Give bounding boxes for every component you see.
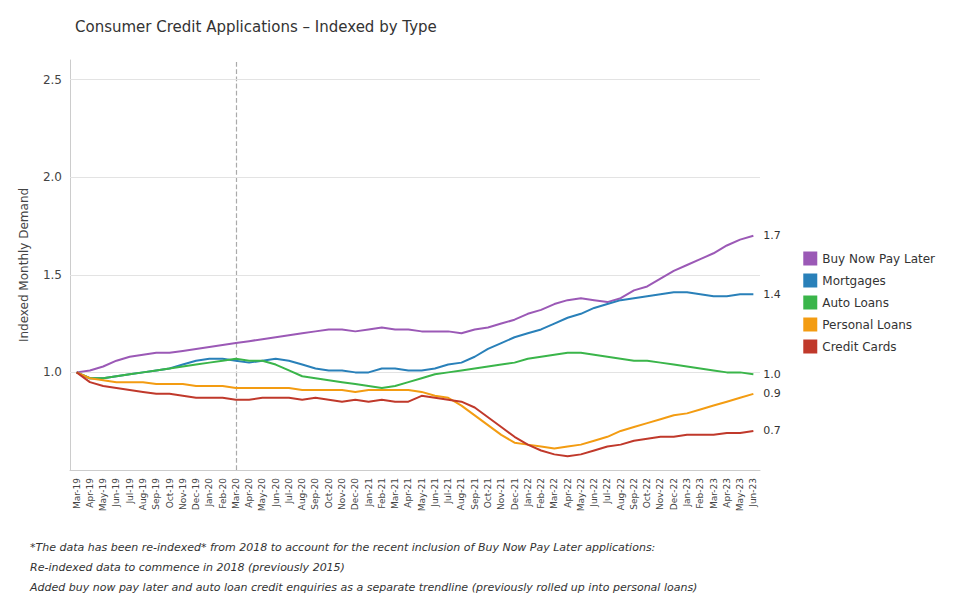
svg-text:Mar-20: Mar-20: [231, 478, 241, 509]
svg-text:Jul-19: Jul-19: [125, 478, 135, 505]
svg-text:1.0: 1.0: [763, 368, 781, 381]
svg-text:Mar-21: Mar-21: [390, 478, 400, 509]
svg-text:Oct-22: Oct-22: [642, 478, 652, 508]
svg-text:May-22: May-22: [576, 478, 586, 511]
svg-text:Sep-22: Sep-22: [629, 478, 639, 510]
svg-text:Aug-22: Aug-22: [616, 478, 626, 510]
svg-text:Jun-22: Jun-22: [589, 478, 599, 508]
svg-text:Apr-22: Apr-22: [563, 478, 573, 508]
svg-text:Sep-21: Sep-21: [470, 478, 480, 510]
svg-text:1.5: 1.5: [43, 268, 62, 282]
svg-text:Mar-23: Mar-23: [709, 478, 719, 509]
svg-text:May-20: May-20: [257, 478, 267, 511]
svg-text:1.4: 1.4: [763, 288, 781, 301]
svg-text:Nov-19: Nov-19: [178, 478, 188, 510]
svg-text:Jan-22: Jan-22: [523, 478, 533, 508]
svg-text:Dec-19: Dec-19: [191, 478, 201, 510]
svg-text:Added buy now pay later and au: Added buy now pay later and auto loan cr…: [29, 581, 697, 594]
svg-text:Oct-20: Oct-20: [324, 478, 334, 509]
svg-text:Jul-22: Jul-22: [602, 478, 612, 505]
svg-text:*The data has been re-indexed*: *The data has been re-indexed* from 2018…: [30, 541, 655, 554]
svg-text:Nov-22: Nov-22: [655, 478, 665, 510]
svg-text:Nov-20: Nov-20: [337, 478, 347, 510]
svg-text:Buy Now Pay Later: Buy Now Pay Later: [822, 252, 935, 266]
svg-text:Jan-20: Jan-20: [204, 478, 214, 508]
svg-text:0.9: 0.9: [763, 387, 781, 400]
svg-text:Oct-19: Oct-19: [165, 478, 175, 509]
svg-text:Apr-20: Apr-20: [244, 478, 254, 508]
svg-text:Feb-20: Feb-20: [218, 478, 228, 509]
svg-text:May-21: May-21: [417, 478, 427, 511]
svg-text:Apr-19: Apr-19: [85, 478, 95, 508]
svg-text:Sep-19: Sep-19: [151, 478, 161, 510]
svg-text:Apr-21: Apr-21: [403, 478, 413, 508]
svg-text:Jun-20: Jun-20: [271, 478, 281, 508]
svg-text:2.0: 2.0: [43, 170, 62, 184]
svg-text:Credit Cards: Credit Cards: [822, 340, 896, 354]
svg-text:Aug-19: Aug-19: [138, 478, 148, 511]
svg-text:Dec-22: Dec-22: [669, 478, 679, 510]
svg-text:1.0: 1.0: [43, 365, 62, 379]
svg-text:Aug-21: Aug-21: [456, 478, 466, 510]
svg-text:Sep-20: Sep-20: [310, 478, 320, 510]
svg-text:1.7: 1.7: [763, 229, 781, 242]
svg-text:Jul-20: Jul-20: [284, 478, 294, 505]
svg-text:Mar-19: Mar-19: [72, 478, 82, 509]
svg-text:Jan-21: Jan-21: [364, 478, 374, 508]
svg-text:Apr-23: Apr-23: [722, 478, 732, 508]
svg-text:Mortgages: Mortgages: [822, 274, 886, 288]
svg-text:Jun-19: Jun-19: [111, 478, 121, 508]
svg-text:Mar-22: Mar-22: [549, 478, 559, 509]
svg-text:May-23: May-23: [735, 478, 745, 511]
svg-text:Feb-21: Feb-21: [377, 478, 387, 509]
svg-text:Jan-23: Jan-23: [682, 478, 692, 508]
svg-text:Oct-21: Oct-21: [483, 478, 493, 508]
svg-text:Jun-21: Jun-21: [430, 478, 440, 508]
svg-text:Nov-21: Nov-21: [496, 478, 506, 510]
svg-text:Feb-23: Feb-23: [695, 478, 705, 509]
svg-text:May-19: May-19: [98, 478, 108, 511]
svg-text:Auto Loans: Auto Loans: [822, 296, 889, 310]
svg-text:Jul-21: Jul-21: [443, 478, 453, 505]
svg-text:Consumer Credit Applications –: Consumer Credit Applications – Indexed b…: [75, 18, 437, 36]
svg-text:Personal Loans: Personal Loans: [822, 318, 912, 332]
svg-text:Indexed Monthly Demand: Indexed Monthly Demand: [17, 188, 31, 342]
svg-text:Dec-21: Dec-21: [510, 478, 520, 510]
svg-text:Dec-20: Dec-20: [350, 478, 360, 510]
svg-text:0.7: 0.7: [763, 424, 781, 437]
svg-text:2.5: 2.5: [43, 73, 62, 87]
svg-text:Aug-20: Aug-20: [297, 478, 307, 511]
svg-text:Re-indexed data to commence in: Re-indexed data to commence in 2018 (pre…: [30, 561, 345, 574]
svg-text:Jun-23: Jun-23: [748, 478, 758, 508]
svg-text:Feb-22: Feb-22: [536, 478, 546, 509]
